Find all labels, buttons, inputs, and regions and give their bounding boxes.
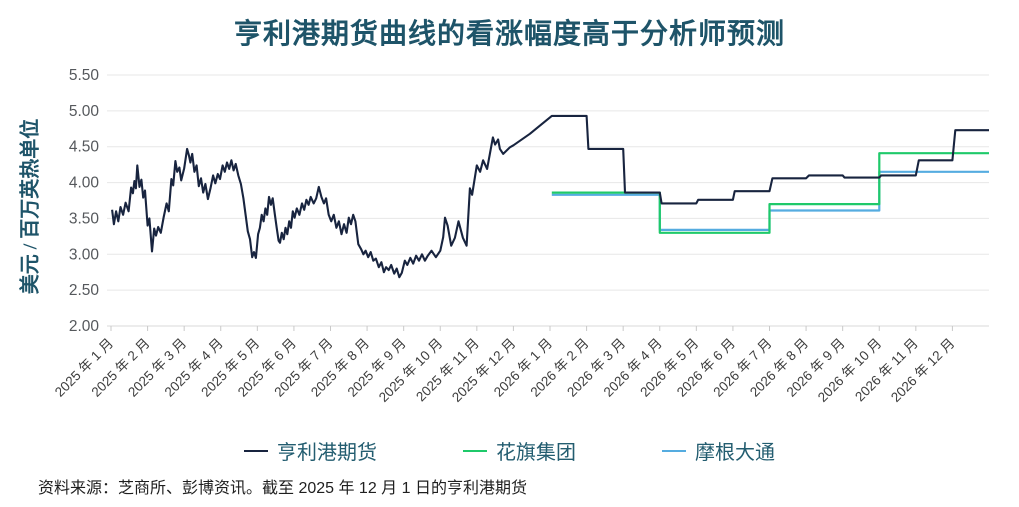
legend-label: 亨利港期货 [277, 442, 377, 464]
y-tick-label: 3.00 [69, 246, 100, 263]
y-tick-label: 3.50 [69, 210, 100, 227]
source-note: 资料来源：芝商所、彭博资讯。截至 2025 年 12 月 1 日的亨利港期货 [38, 480, 527, 497]
legend-item-1: 花旗集团 [463, 436, 576, 465]
y-tick-label: 2.50 [69, 282, 100, 299]
x-tick-label: 2026 年 12 月 [888, 336, 958, 406]
x-tick-label: 2025 年 12 月 [449, 336, 519, 406]
chart-title: 亨利港期货曲线的看涨幅度高于分析师预测 [233, 19, 785, 50]
legend-swatch-icon [244, 449, 268, 452]
legend-swatch-icon [662, 449, 686, 452]
legend-label: 花旗集团 [496, 442, 576, 464]
legend-swatch-icon [463, 449, 487, 452]
legend-label: 摩根大通 [695, 442, 775, 464]
y-tick-label: 5.00 [69, 103, 100, 120]
series-line-0 [111, 114, 989, 279]
series-line-1 [551, 152, 989, 234]
y-tick-label: 4.50 [69, 139, 100, 156]
legend-item-0: 亨利港期货 [244, 436, 377, 465]
x-tick-label: 2026 年 10 月 [815, 336, 885, 406]
y-tick-label: 2.00 [69, 318, 100, 335]
y-tick-label: 4.00 [69, 175, 100, 192]
x-tick-label: 2025 年 10 月 [376, 336, 446, 406]
legend-item-2: 摩根大通 [662, 436, 775, 465]
y-tick-label: 5.50 [69, 67, 100, 84]
legend: 亨利港期货 花旗集团 摩根大通 [0, 436, 1019, 465]
